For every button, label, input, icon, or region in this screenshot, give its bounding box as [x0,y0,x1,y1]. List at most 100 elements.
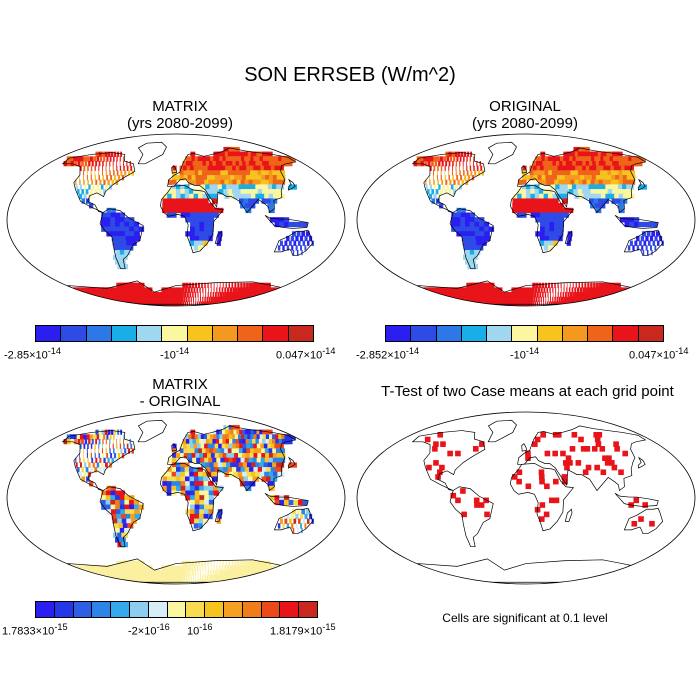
grid-cell [176,207,182,214]
grid-cell [529,165,535,171]
colorbar-swatch [162,326,188,341]
grid-cell [471,240,478,246]
grid-cell [113,170,115,176]
grid-cell [245,301,253,306]
grid-cell [168,296,173,303]
grid-cell [115,495,121,501]
grid-cell [649,235,654,242]
grid-cell [210,565,212,571]
grid-cell [438,296,451,303]
grid-cell [111,207,116,214]
grid-cell [199,490,205,496]
grid-cell [563,207,569,214]
grid-cell [124,231,131,237]
grid-cell [167,457,173,464]
grid-cell [91,457,94,464]
grid-cell [243,282,246,289]
grid-cell [197,292,199,298]
grid-cell [209,448,216,454]
grid-cell [83,193,87,200]
grid-cell [76,156,81,162]
grid-cell [119,443,122,449]
grid-cell [476,240,483,246]
grid-cell [645,235,649,242]
grid-cell [455,212,461,218]
significant-cell [516,469,523,476]
grid-cell [166,490,172,496]
grid-cell [537,175,543,181]
grid-cell [215,439,223,445]
grid-cell [182,282,186,289]
grid-cell [183,175,189,181]
grid-cell [206,453,213,459]
grid-cell [447,301,460,306]
grid-cell [591,175,600,181]
grid-cell [551,170,558,176]
grid-cell [203,207,210,214]
grid-cell [201,184,207,190]
grid-cell [553,235,559,242]
grid-cell [190,574,192,581]
grid-cell [589,198,596,204]
grid-cell [445,179,448,186]
grid-cell [227,579,234,584]
grid-cell [553,156,560,162]
grid-cell [542,161,548,167]
grid-cell [98,175,100,181]
grid-cell [586,189,593,195]
grid-cell [578,296,583,303]
grid-cell [547,292,549,298]
grid-cell [593,282,596,289]
grid-cell [572,292,575,298]
grid-cell [119,259,126,265]
grid-cell [425,179,427,186]
original-panel-title: ORIGINAL (yrs 2080-2099) [440,98,610,132]
grid-cell [612,189,620,195]
significant-cell [539,478,545,485]
grid-cell [202,439,209,445]
grid-cell [204,495,210,501]
grid-cell [557,292,559,298]
grid-cell [219,570,223,576]
grid-cell [182,301,185,306]
grid-cell [262,151,273,157]
grid-cell [105,161,108,167]
grid-cell [199,504,205,510]
grid-cell [161,565,166,571]
grid-cell [99,457,102,464]
grid-cell [433,170,435,176]
grid-cell [578,193,586,200]
grid-cell [212,179,219,186]
uk-coastline [521,443,528,452]
grid-cell [463,245,471,251]
grid-cell [173,579,177,584]
grid-cell [433,193,437,200]
significant-cell [461,511,467,518]
grid-cell [210,574,214,581]
matrix-colorbar [35,325,314,342]
grid-cell [221,565,224,571]
grid-cell [190,448,196,454]
grid-cell [636,235,640,242]
grid-cell [477,245,484,251]
grid-cell [105,165,107,171]
significant-cell [525,483,532,490]
grid-cell [248,179,256,186]
matrix-title-line2: (yrs 2080-2099) [127,115,233,132]
grid-cell [274,221,280,228]
grid-cell [205,170,212,176]
grid-cell [124,509,131,515]
grid-cell [549,221,555,228]
grid-cell [208,217,215,223]
grid-cell [138,226,145,232]
grid-cell [251,287,256,293]
grid-cell [79,434,84,440]
significant-cell [592,446,598,452]
grid-cell [172,443,177,449]
grid-cell [183,443,188,449]
grid-cell [574,292,578,298]
grid-cell [112,301,123,306]
grid-cell [214,165,222,171]
grid-cell [520,292,525,298]
grid-cell [465,259,472,265]
